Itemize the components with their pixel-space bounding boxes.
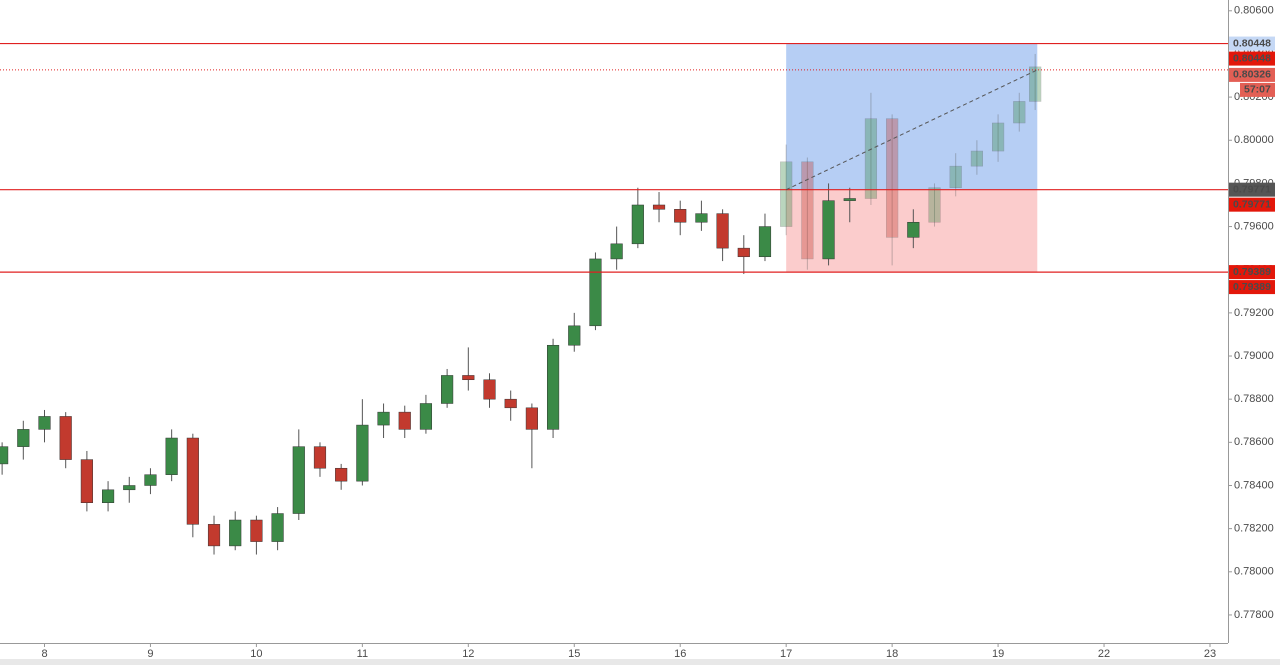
- candle-body: [101, 489, 115, 503]
- candle-body: [822, 200, 835, 260]
- price-badge-label: 0.79771: [1233, 198, 1271, 210]
- countdown-label: 57:07: [1244, 84, 1271, 96]
- price-badge-label: 0.80326: [1233, 69, 1271, 81]
- candle-body: [462, 375, 475, 381]
- candle-body: [610, 243, 623, 260]
- candle-body: [80, 459, 93, 503]
- overlay: [0, 42, 1228, 273]
- y-tick-label: 0.78000: [1234, 566, 1274, 578]
- price-axis-bg: [1228, 0, 1280, 665]
- y-tick-label: 0.80600: [1234, 5, 1274, 17]
- price-badge-label: 0.80448: [1233, 37, 1271, 49]
- target-zone: [786, 43, 1038, 190]
- candle-body: [144, 474, 157, 486]
- candle-body: [631, 204, 644, 245]
- countdown-badge: [1240, 82, 1275, 97]
- x-tick-label: 12: [462, 648, 474, 660]
- candle-body: [864, 118, 878, 199]
- scroll-strip: [0, 659, 1280, 665]
- x-tick-label: 10: [250, 648, 262, 660]
- y-tick-label: 0.78400: [1234, 479, 1274, 491]
- candle-body: [546, 344, 560, 430]
- candle-body: [992, 122, 1005, 152]
- candle-body: [0, 446, 9, 465]
- price-badge: [1229, 67, 1275, 82]
- price-badge: [1229, 182, 1275, 197]
- candle-body: [356, 424, 369, 482]
- price-badge: [1229, 197, 1275, 212]
- candle-body: [123, 485, 136, 491]
- candle-body: [186, 437, 199, 525]
- price-badge: [1229, 265, 1275, 280]
- candle-body: [843, 198, 856, 201]
- candle-body: [568, 325, 581, 346]
- trade-line: [785, 69, 1038, 191]
- candle-body: [674, 209, 687, 223]
- candle-body: [17, 429, 30, 447]
- candle-body: [886, 118, 899, 238]
- y-tick-label: 0.78600: [1234, 436, 1274, 448]
- y-tick-label: 0.79000: [1234, 350, 1274, 362]
- candle-body: [59, 416, 72, 460]
- x-tick-label: 9: [147, 648, 153, 660]
- candle-body: [313, 446, 327, 469]
- candle-body: [271, 513, 284, 542]
- price-badge-label: 0.80448: [1233, 52, 1271, 64]
- x-tick-label: 18: [886, 648, 898, 660]
- axes: 0.806000.804000.802000.800000.798000.796…: [41, 5, 1275, 660]
- price-badge-label: 0.79771: [1233, 183, 1271, 195]
- candle-body: [207, 524, 221, 547]
- price-badge: [1229, 51, 1275, 66]
- x-tick-label: 17: [780, 648, 792, 660]
- candle-body: [1013, 101, 1026, 124]
- candle-body: [525, 407, 538, 430]
- x-tick-label: 16: [674, 648, 686, 660]
- candle-body: [589, 258, 602, 327]
- candle-body: [398, 411, 411, 430]
- x-tick-label: 23: [1204, 648, 1216, 660]
- y-tick-label: 0.78800: [1234, 393, 1274, 405]
- x-tick-label: 8: [41, 648, 47, 660]
- candle-body: [229, 519, 242, 547]
- candle-body: [907, 221, 920, 238]
- candle-body: [949, 165, 962, 188]
- y-tick-label: 0.80000: [1234, 134, 1274, 146]
- candle-body: [441, 375, 454, 404]
- y-tick-label: 0.79600: [1234, 220, 1274, 232]
- x-tick-label: 22: [1098, 648, 1110, 660]
- y-tick-label: 0.79200: [1234, 307, 1274, 319]
- candle-body: [928, 187, 941, 223]
- candle-body: [737, 247, 750, 258]
- candles: [0, 53, 1042, 555]
- candle-body: [250, 519, 263, 542]
- candle-body: [504, 398, 517, 409]
- candle-body: [758, 226, 772, 258]
- candle-body: [695, 213, 708, 223]
- x-tick-label: 19: [992, 648, 1004, 660]
- x-tick-label: 11: [357, 648, 368, 660]
- price-badge: [1229, 36, 1275, 51]
- candle-body: [165, 437, 178, 475]
- candle-body: [970, 150, 983, 167]
- candle-body: [483, 379, 496, 400]
- price-badge-label: 0.79389: [1233, 266, 1271, 278]
- candle-body: [335, 467, 348, 482]
- price-badge-label: 0.79389: [1233, 281, 1271, 293]
- y-tick-label: 0.77800: [1234, 609, 1274, 621]
- candle-body: [1029, 66, 1042, 102]
- candle-body: [780, 161, 793, 227]
- candle-body: [652, 204, 666, 210]
- candle-body: [716, 213, 729, 249]
- price-badge: [1229, 280, 1275, 295]
- candle-body: [419, 403, 433, 430]
- candle-body: [292, 446, 305, 514]
- candle-body: [377, 411, 390, 426]
- candle-body: [38, 416, 51, 430]
- x-tick-label: 15: [568, 648, 580, 660]
- y-tick-label: 0.78200: [1234, 523, 1274, 535]
- candle-body: [801, 161, 814, 260]
